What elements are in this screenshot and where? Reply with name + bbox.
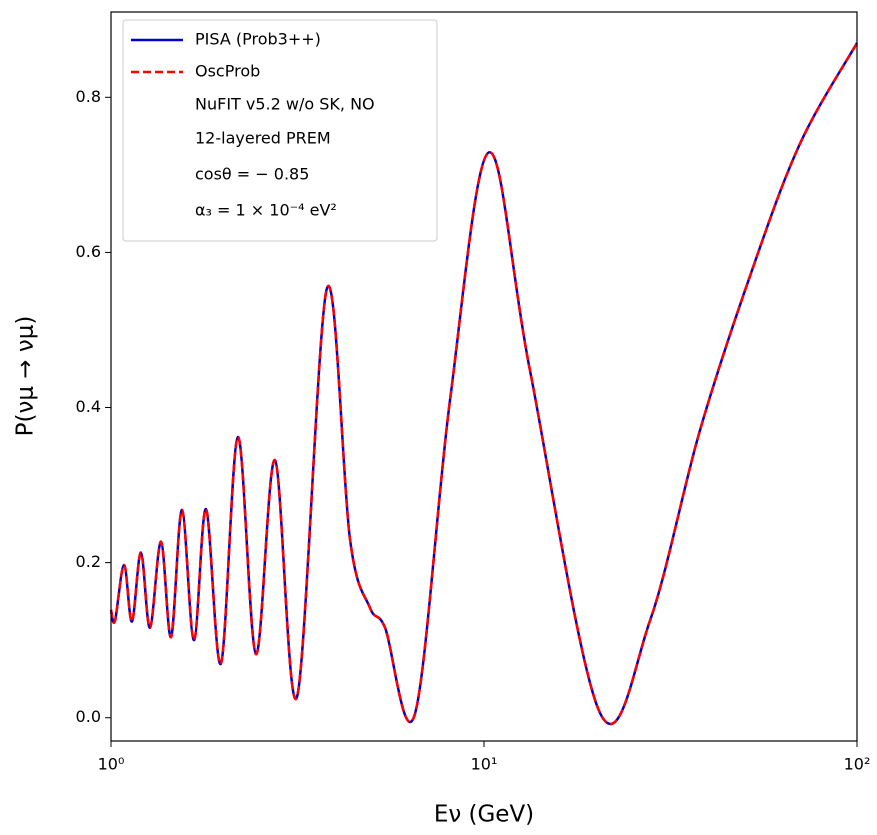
annotation: NuFIT v5.2 w/o SK, NO: [195, 95, 375, 114]
y-tick-label: 0.0: [76, 707, 101, 726]
x-tick-label: 10¹: [471, 755, 498, 774]
plot-frame: [110, 11, 858, 742]
y-tick-label: 0.4: [76, 397, 101, 416]
line-series: [109, 42, 859, 725]
x-axis-label: Eν (GeV): [434, 802, 534, 828]
legend-label: PISA (Prob3++): [195, 30, 321, 49]
y-tick-label: 0.8: [76, 87, 101, 106]
y-tick-label: 0.6: [76, 242, 101, 261]
legend-label: OscProb: [195, 62, 260, 81]
y-axis-label: P(νμ → νμ): [13, 316, 39, 437]
annotation: cosθ = − 0.85: [195, 165, 309, 184]
annotation: 12-layered PREM: [195, 129, 331, 148]
annotation: α₃ = 1 × 10⁻⁴ eV²: [195, 201, 337, 220]
x-tick-label: 10⁰: [98, 755, 125, 774]
y-tick-label: 0.2: [76, 552, 101, 571]
legend-box: [122, 19, 438, 242]
x-tick-label: 10²: [844, 755, 871, 774]
